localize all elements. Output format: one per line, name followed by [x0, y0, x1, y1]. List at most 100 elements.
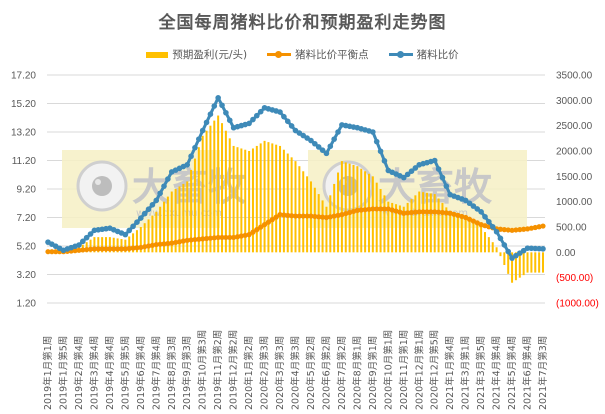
data-point-marker [242, 232, 248, 238]
profit-bar [120, 239, 123, 253]
data-point-marker [312, 213, 318, 220]
data-point-marker [192, 144, 198, 151]
data-point-marker [169, 240, 175, 246]
data-point-marker [308, 137, 314, 144]
profit-bar [383, 195, 386, 253]
data-point-marker [223, 109, 229, 116]
data-point-marker [215, 234, 221, 241]
profit-bar [542, 252, 544, 273]
data-point-marker [122, 231, 129, 238]
left-axis-tick: 15.20 [11, 99, 36, 110]
x-axis-tick: 2020年3月第3周 [274, 336, 286, 410]
profit-bar [480, 227, 483, 253]
data-point-marker [401, 210, 407, 216]
x-axis-tick: 2021年1月第4周 [444, 336, 456, 410]
profit-bar [255, 145, 258, 253]
data-point-marker [400, 174, 407, 181]
data-point-marker [405, 210, 411, 216]
data-point-marker [250, 229, 256, 235]
data-point-marker [358, 207, 364, 213]
profit-bar [182, 183, 185, 253]
x-axis-tick: 2021年3月第5周 [475, 336, 487, 410]
data-point-marker [443, 210, 449, 216]
data-point-marker [107, 246, 113, 252]
data-point-marker [489, 223, 496, 230]
data-point-marker [292, 213, 299, 219]
data-point-marker [188, 153, 194, 160]
profit-bar [116, 238, 119, 253]
profit-bar [425, 192, 428, 253]
x-axis-tick: 2020年10月第1周 [382, 330, 394, 410]
data-point-marker [87, 246, 94, 252]
data-point-marker [416, 209, 422, 215]
profit-bar [395, 204, 398, 253]
profit-bar [329, 195, 332, 253]
data-point-marker [319, 147, 326, 153]
profit-bar [340, 161, 343, 253]
profit-bar [279, 145, 282, 253]
data-point-marker [258, 224, 264, 230]
data-point-marker [80, 247, 86, 253]
data-point-marker [95, 246, 101, 252]
data-point-marker [377, 206, 384, 212]
data-point-marker [285, 212, 291, 218]
profit-bar [468, 219, 471, 253]
watermark-brand: 大畜牧 [132, 165, 247, 209]
data-point-marker [223, 234, 229, 241]
x-axis-tick: 2019年1月第1周 [42, 336, 54, 410]
data-point-marker [219, 102, 225, 109]
data-point-marker [373, 138, 380, 145]
data-point-marker [142, 244, 148, 250]
profit-bar [449, 211, 452, 253]
data-point-marker [428, 209, 434, 215]
profit-bar [534, 252, 537, 273]
left-axis-tick: 1.20 [17, 299, 37, 310]
data-point-marker [370, 129, 376, 135]
profit-bar [464, 216, 467, 253]
profit-bar [418, 191, 421, 253]
data-point-marker [149, 202, 156, 208]
data-point-marker [281, 113, 287, 120]
legend-item-profit: 预期盈利(元/头) [146, 47, 247, 62]
x-axis-tick: 2019年12月第2周 [228, 330, 240, 410]
x-axis-tick: 2019年5月第5周 [119, 336, 131, 410]
x-axis-tick: 2019年11月第2周 [212, 330, 224, 410]
data-point-marker [404, 171, 411, 178]
right-axis-tick: 1000.00 [556, 197, 593, 208]
profit-bar [282, 149, 285, 253]
data-point-marker [83, 234, 90, 241]
profit-bar [240, 148, 243, 253]
x-axis-tick: 2020年12月第5周 [429, 330, 441, 410]
profit-bar [437, 198, 440, 253]
data-point-marker [497, 226, 504, 232]
profit-bar [190, 170, 193, 253]
profit-bar [495, 247, 498, 253]
profit-bar [344, 162, 347, 253]
profit-bar [503, 252, 506, 265]
profit-bar [93, 237, 96, 253]
right-axis-tick: 1500.00 [556, 172, 593, 183]
data-point-marker [431, 157, 438, 164]
profit-bar [530, 252, 533, 273]
profit-bar [487, 237, 490, 253]
chart-legend: 预期盈利(元/头) 猪料比价平衡点 猪料比价 [0, 47, 605, 62]
data-point-marker [323, 214, 330, 221]
right-axis-tick: 3500.00 [556, 71, 593, 82]
data-point-marker [288, 123, 295, 129]
data-point-marker [327, 214, 333, 220]
data-point-marker [300, 213, 306, 219]
left-axis-tick: 11.20 [12, 156, 37, 167]
data-point-marker [439, 174, 446, 181]
data-point-marker [134, 219, 140, 226]
data-point-marker [439, 209, 446, 216]
data-point-marker [474, 220, 480, 226]
data-point-marker [265, 219, 272, 225]
data-point-marker [126, 245, 132, 252]
data-point-marker [474, 206, 481, 212]
profit-bar [321, 200, 324, 253]
profit-bar [217, 115, 220, 253]
profit-bar [422, 192, 425, 253]
data-point-marker [261, 222, 268, 228]
profit-bar [391, 202, 394, 253]
data-point-marker [157, 190, 163, 197]
